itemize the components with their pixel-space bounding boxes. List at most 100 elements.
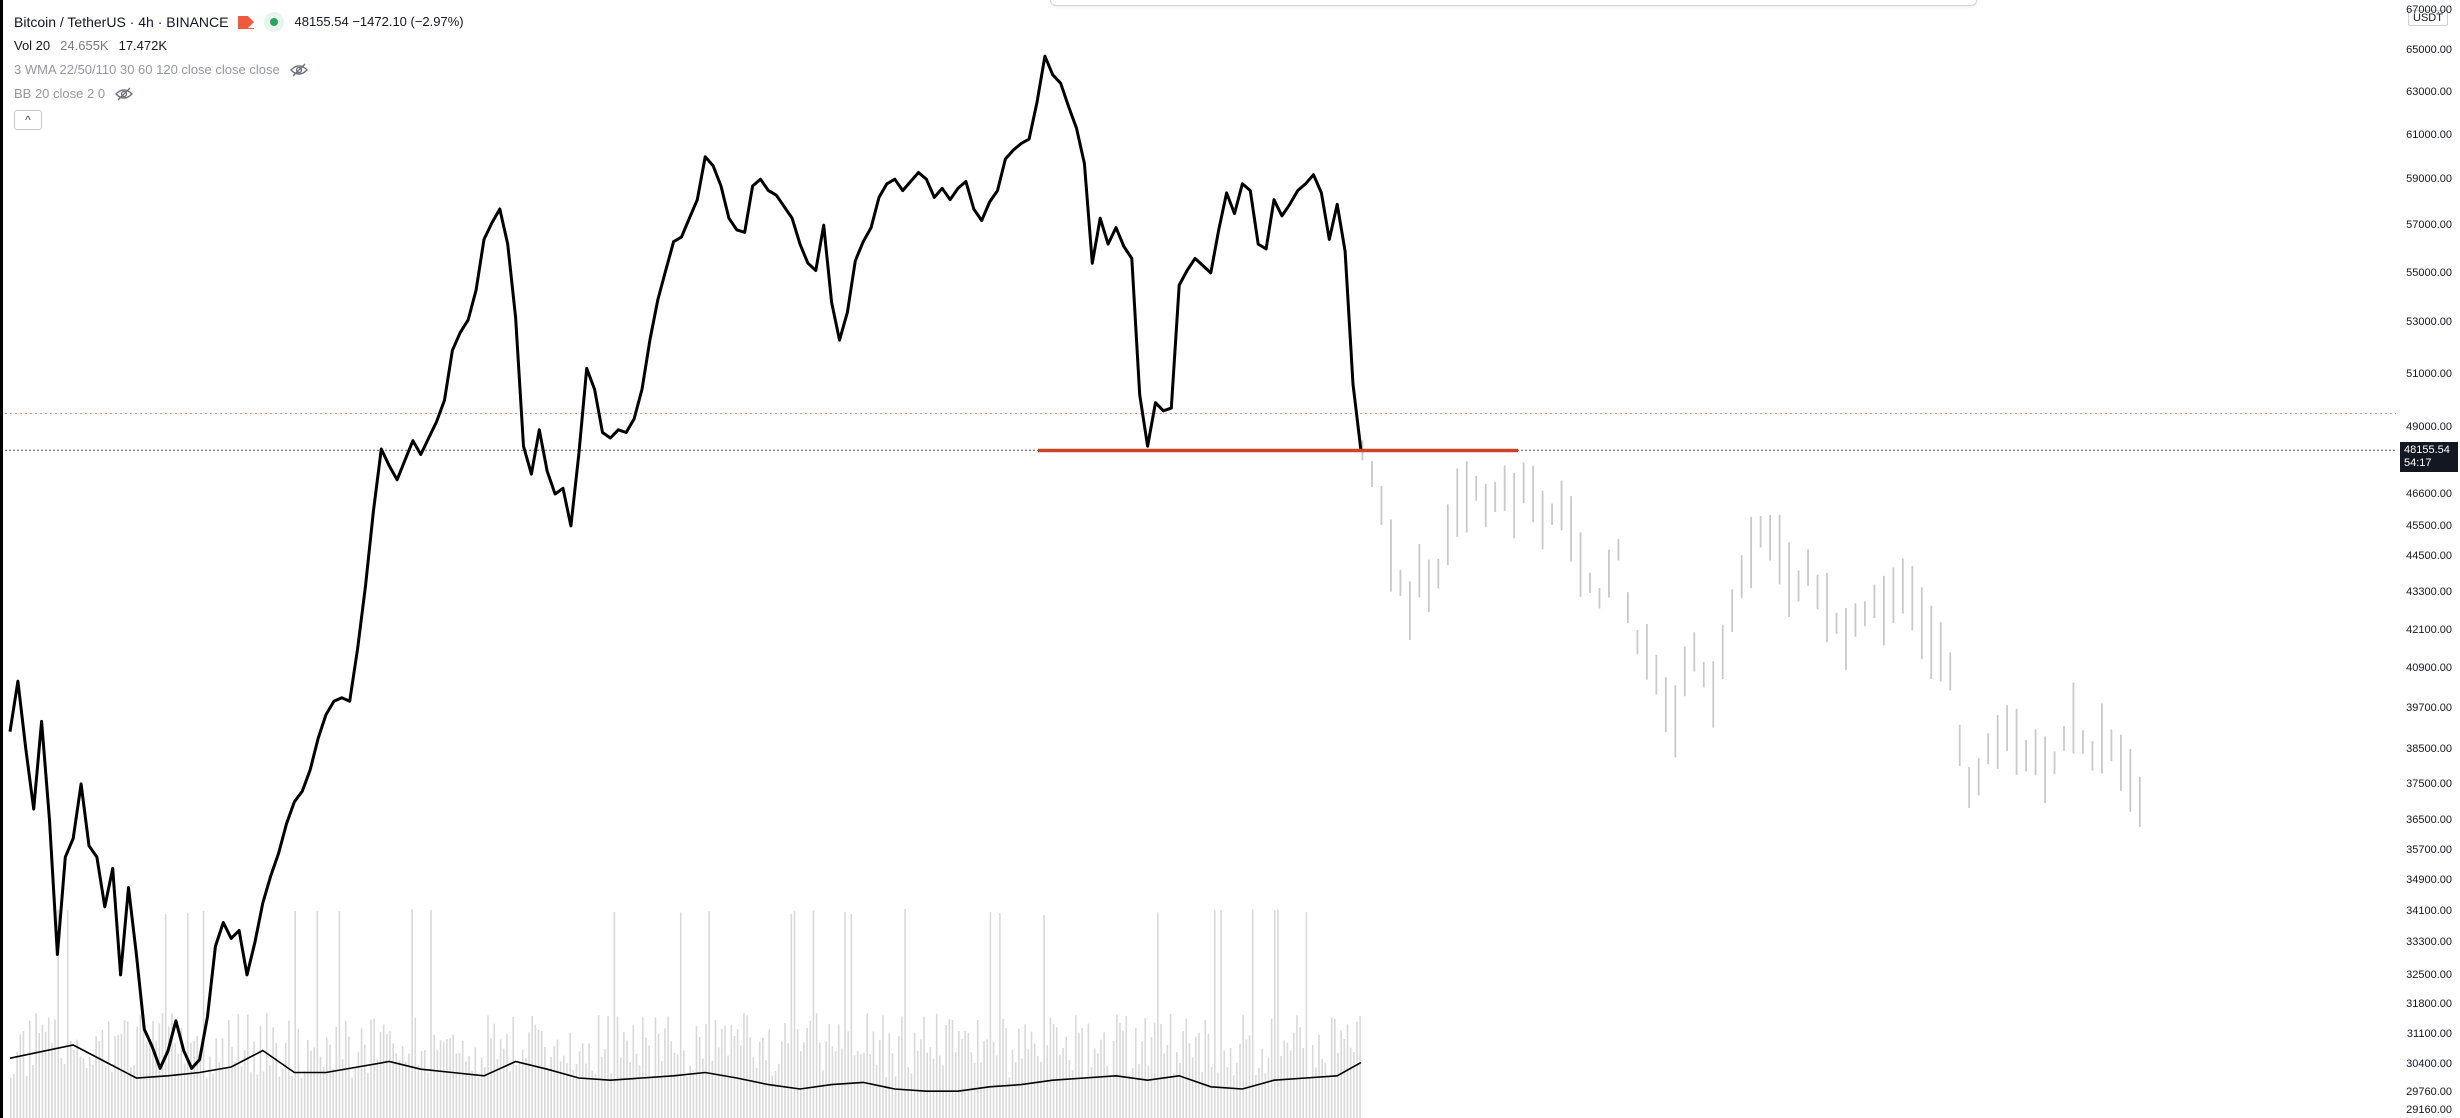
volume-bar: [556, 1039, 559, 1118]
volume-bar: [1100, 1039, 1102, 1118]
price-change: 48155.54 −1472.10 (−2.97%): [294, 14, 464, 29]
wma-indicator-label[interactable]: 3 WMA 22/50/110 30 60 120 close close cl…: [14, 62, 280, 77]
volume-bar: [1049, 1017, 1052, 1118]
volume-bar: [837, 1024, 840, 1118]
volume-bar: [1112, 1040, 1115, 1118]
volume-bar: [423, 1050, 426, 1118]
axis-tick-label: 40900.00: [2406, 662, 2452, 675]
volume-bar: [145, 1041, 148, 1118]
volume-bar: [828, 1024, 831, 1118]
axis-tick-label: 51000.00: [2406, 367, 2452, 380]
volume-bar: [932, 1058, 935, 1118]
volume-bars: [10, 909, 1361, 1118]
volume-bar: [591, 1070, 594, 1118]
volume-bar: [411, 909, 413, 1118]
volume-bar: [1359, 1015, 1361, 1118]
volume-bar: [967, 1032, 970, 1118]
volume-bar: [1229, 1047, 1232, 1118]
volume-bar: [35, 1013, 37, 1118]
volume-bar: [540, 1030, 543, 1118]
volume-bar: [499, 1039, 502, 1118]
volume-bar: [63, 1063, 66, 1118]
axis-tick-label: 35700.00: [2406, 843, 2452, 856]
volume-bar: [1258, 1067, 1260, 1118]
flag-icon[interactable]: [238, 15, 255, 29]
volume-bar: [1074, 1015, 1077, 1118]
volume-indicator-label[interactable]: Vol 20: [14, 38, 51, 53]
volume-bar: [976, 1020, 979, 1118]
volume-bar: [1119, 1023, 1121, 1118]
volume-bar: [133, 1065, 135, 1118]
volume-bar: [180, 1027, 183, 1118]
volume-bar: [531, 1015, 533, 1118]
volume-bar: [1157, 912, 1159, 1118]
price-chart[interactable]: [0, 0, 2396, 1118]
volume-bar: [872, 1031, 875, 1118]
hidden-eye-icon[interactable]: [289, 63, 308, 77]
volume-bar: [1093, 1048, 1096, 1118]
volume-bar: [920, 1039, 922, 1118]
axis-tick-label: 65000.00: [2406, 44, 2452, 56]
volume-bar: [1334, 1018, 1336, 1118]
volume-bar: [1128, 1075, 1131, 1118]
volume-bar: [114, 1036, 116, 1118]
volume-bar: [676, 1054, 679, 1118]
volume-bar: [262, 1071, 265, 1118]
volume-bar: [1220, 909, 1222, 1118]
volume-bar: [218, 1062, 221, 1118]
volume-bar: [291, 1076, 293, 1118]
bb-indicator-label[interactable]: BB 20 close 2 0: [14, 86, 106, 101]
volume-bar: [221, 1038, 224, 1118]
volume-bar: [563, 1055, 565, 1118]
market-status-icon[interactable]: [264, 12, 285, 32]
volume-bar: [389, 1031, 391, 1118]
volume-bar: [363, 1044, 366, 1118]
volume-bar: [800, 1051, 802, 1118]
collapse-indicators-button[interactable]: ^: [14, 110, 42, 130]
volume-bar: [547, 1068, 549, 1118]
volume-bar: [382, 1024, 385, 1118]
volume-bar: [1280, 1055, 1282, 1118]
volume-bar: [850, 914, 853, 1118]
volume-bar: [44, 1031, 47, 1118]
volume-bar: [420, 1051, 423, 1118]
volume-bar: [768, 1029, 770, 1118]
axis-tick-label: 31800.00: [2406, 997, 2452, 1010]
price-axis[interactable]: USDT 67000.00 65000.00 63000.00 61000.00 590…: [2396, 0, 2460, 1118]
volume-bar: [1188, 1043, 1191, 1118]
axis-tick-label: 34900.00: [2406, 873, 2452, 886]
volume-bar: [771, 1075, 774, 1118]
volume-bar: [964, 1030, 966, 1118]
volume-bar: [202, 910, 205, 1118]
axis-tick-label: 39700.00: [2406, 701, 2452, 714]
volume-bar: [528, 1032, 530, 1118]
volume-bar: [916, 1050, 919, 1118]
volume-bar: [1106, 1065, 1109, 1118]
volume-bar: [1337, 1052, 1339, 1118]
volume-value-2: 17.472K: [118, 38, 168, 53]
volume-bar: [679, 912, 682, 1118]
axis-tick-label: 53000.00: [2406, 316, 2452, 329]
volume-bar: [544, 1046, 546, 1118]
volume-bar: [465, 1061, 467, 1118]
hidden-eye-icon[interactable]: [115, 87, 133, 101]
volume-bar: [629, 1062, 631, 1118]
volume-bar: [667, 1016, 669, 1118]
symbol-title[interactable]: Bitcoin / TetherUS · 4h · BINANCE: [14, 14, 229, 30]
currency-badge[interactable]: USDT: [2408, 10, 2448, 26]
volume-bar: [825, 1041, 827, 1118]
volume-bar: [104, 1066, 107, 1118]
volume-bar: [1264, 1073, 1267, 1118]
volume-bar: [765, 1060, 767, 1118]
volume-bar: [692, 1070, 695, 1118]
volume-bar: [1008, 1077, 1011, 1118]
volume-bar: [958, 1031, 960, 1118]
volume-bar: [319, 1056, 322, 1118]
volume-bar: [986, 1039, 989, 1118]
volume-bar: [597, 1015, 600, 1118]
volume-bar: [57, 909, 59, 1118]
window-left-border: [0, 0, 3, 1118]
volume-bar: [1078, 1033, 1080, 1118]
volume-bar: [1138, 1064, 1140, 1118]
volume-bar: [638, 1065, 641, 1118]
